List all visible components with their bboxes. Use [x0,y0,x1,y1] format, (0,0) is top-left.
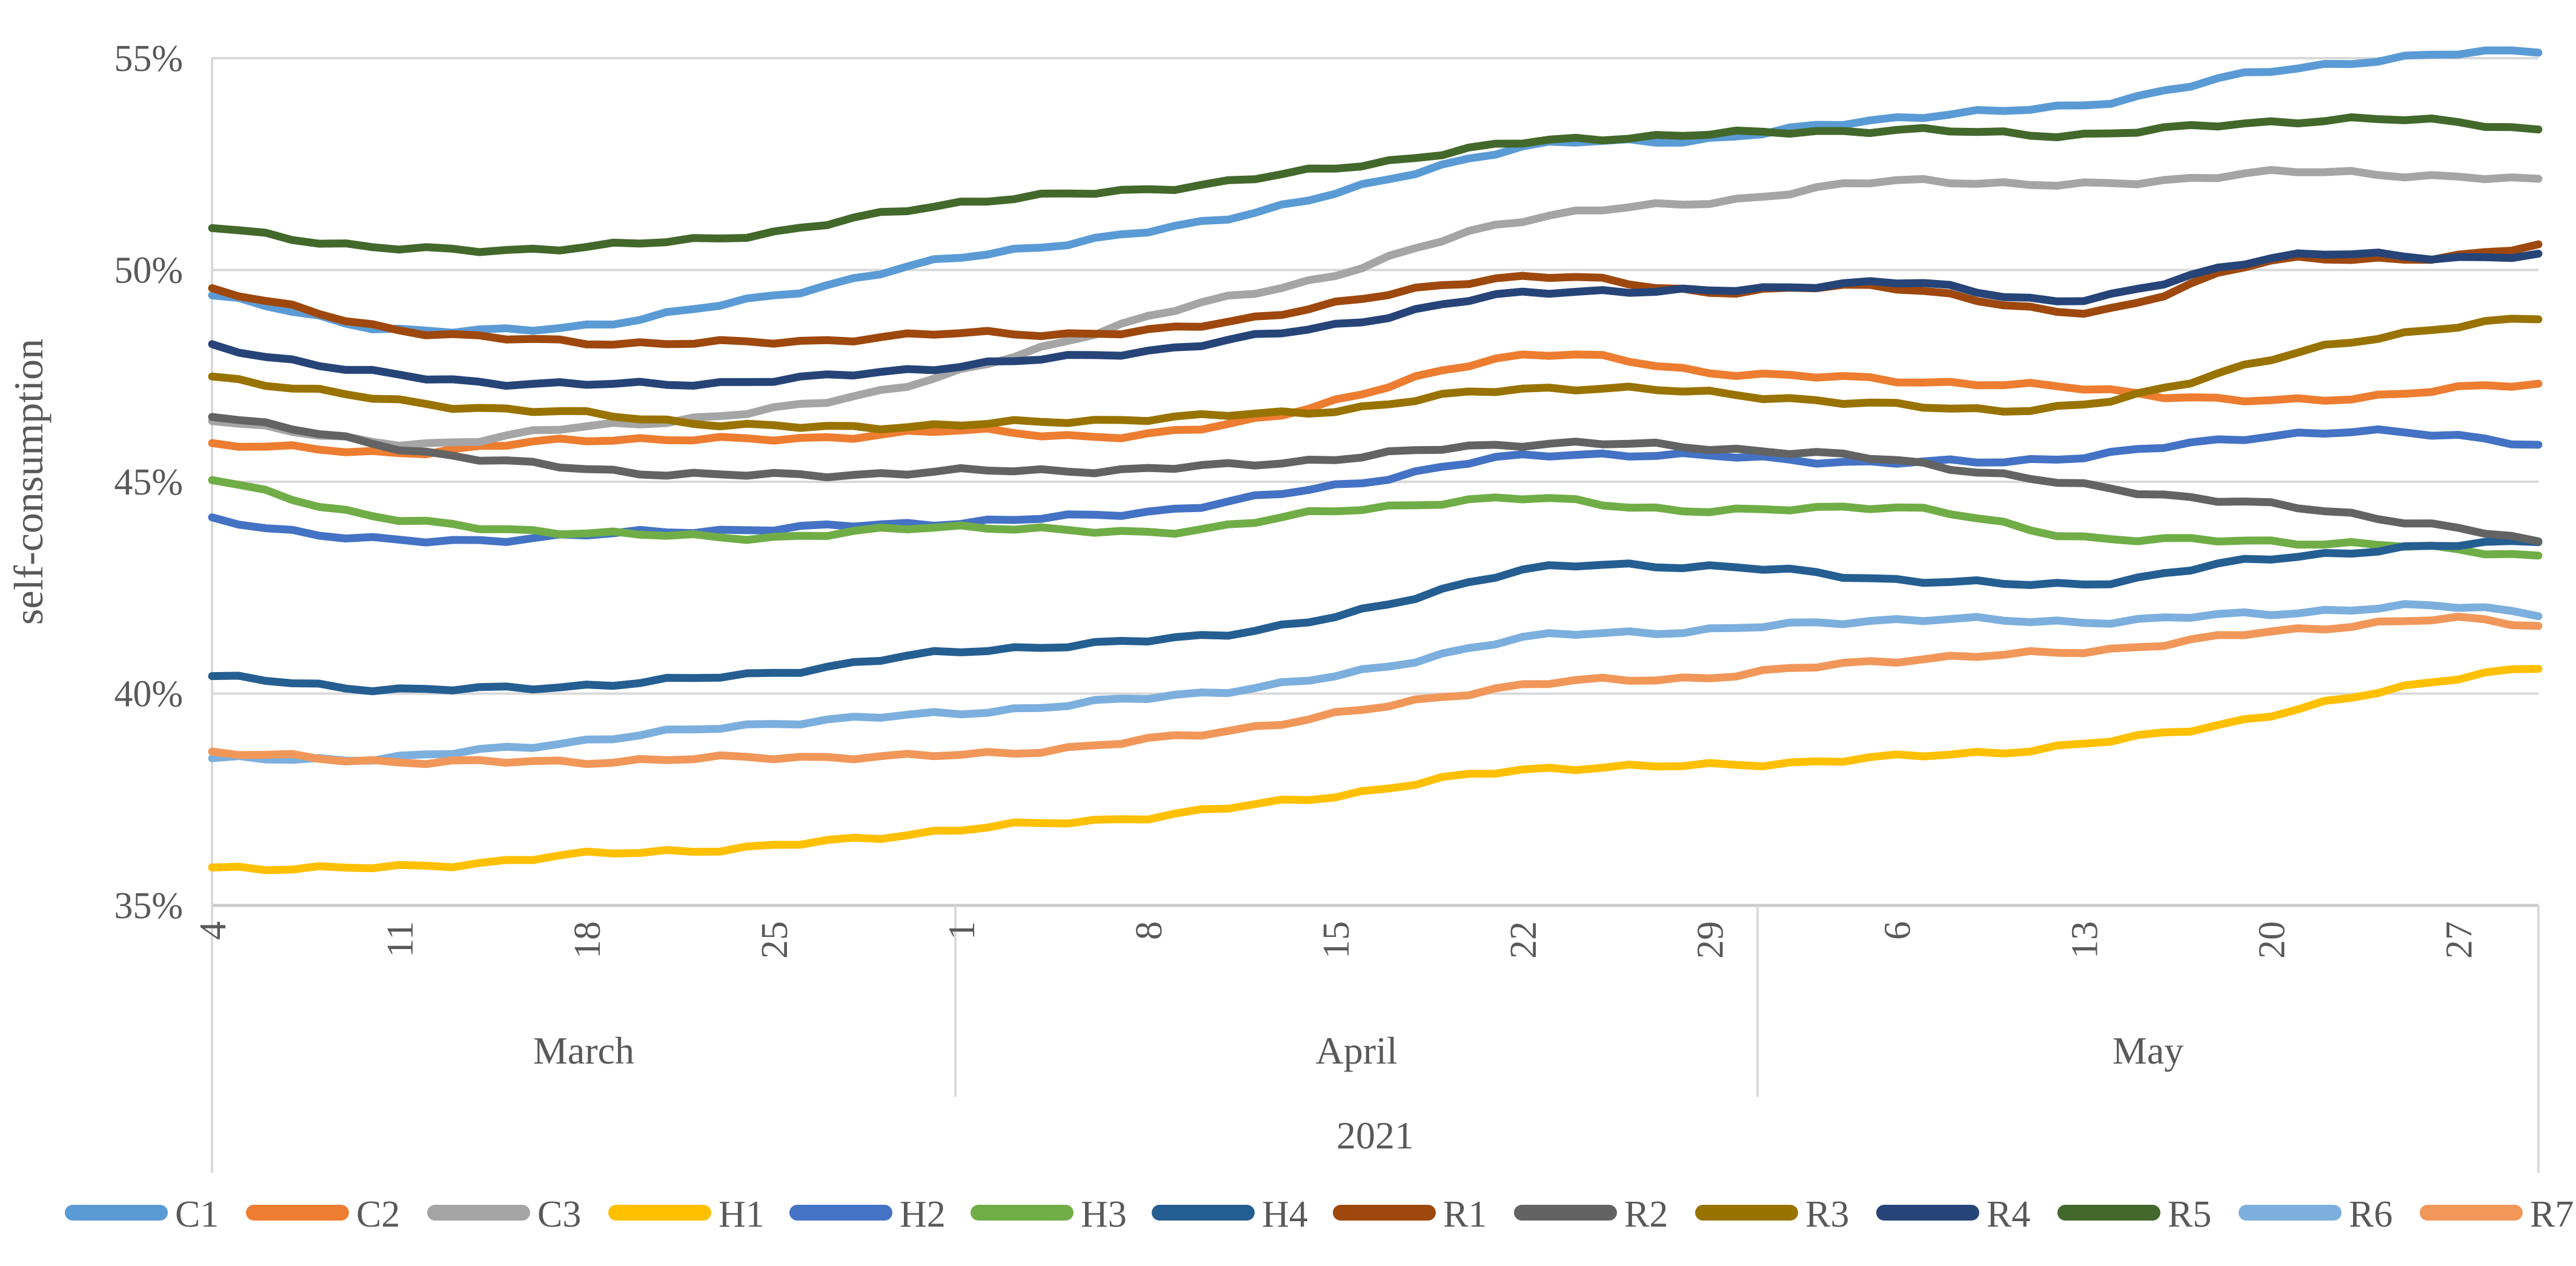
x-tick-label-may-27: 27 [2439,921,2480,959]
series-line-R1[interactable] [208,240,2543,349]
x-tick-label-march-11: 11 [380,921,421,958]
x-tick-label-may-20: 20 [2252,921,2293,959]
x-tick-label-april-22: 22 [1503,921,1544,959]
year-label: 2021 [1336,1114,1414,1157]
legend-swatch-R6[interactable] [2239,1205,2342,1221]
series-line-R6[interactable] [208,600,2543,765]
legend-swatch-R3[interactable] [1695,1205,1798,1221]
legend-swatch-R4[interactable] [1876,1205,1979,1221]
legend-item-R5[interactable]: R5 [2057,1194,2211,1235]
y-tick-label-40: 40% [114,674,183,715]
legend-label-R7[interactable]: R7 [2530,1194,2574,1235]
series-line-C1[interactable] [208,46,2543,337]
legend-label-H1[interactable]: H1 [719,1194,765,1235]
x-tick-label-march-25: 25 [754,921,795,959]
x-tick-label-april-8: 8 [1129,921,1170,940]
legend-label-C3[interactable]: C3 [537,1194,581,1235]
legend-item-H2[interactable]: H2 [789,1194,946,1235]
legend-item-C3[interactable]: C3 [427,1194,581,1235]
legend-item-C2[interactable]: C2 [246,1194,400,1235]
month-label-may: May [2113,1029,2183,1072]
legend-item-R3[interactable]: R3 [1695,1194,1849,1235]
legend-label-R4[interactable]: R4 [1987,1194,2030,1235]
legend-swatch-H4[interactable] [1152,1205,1255,1221]
x-tick-label-april-29: 29 [1690,921,1731,959]
y-tick-label-50: 50% [114,250,183,292]
legend-item-R6[interactable]: R6 [2239,1194,2392,1235]
series-line-C3[interactable] [208,165,2543,450]
series-line-H3[interactable] [208,476,2543,560]
legend-label-R6[interactable]: R6 [2349,1194,2392,1235]
legend-swatch-R5[interactable] [2057,1205,2160,1221]
legend-swatch-H1[interactable] [608,1205,711,1221]
legend-item-R4[interactable]: R4 [1876,1194,2030,1235]
legend-swatch-H2[interactable] [789,1205,892,1221]
month-label-march: March [533,1029,634,1072]
legend-label-R5[interactable]: R5 [2168,1194,2211,1235]
x-tick-label-may-13: 13 [2065,921,2106,959]
y-tick-label-45: 45% [114,462,183,503]
legend-swatch-R2[interactable] [1514,1205,1617,1221]
legend-swatch-C3[interactable] [427,1205,530,1221]
series-line-R3[interactable] [208,315,2543,433]
x-tick-label-march-18: 18 [567,921,608,959]
legend-swatch-R7[interactable] [2420,1205,2523,1221]
legend-label-H3[interactable]: H3 [1081,1194,1127,1235]
legend-label-C2[interactable]: C2 [356,1194,400,1235]
series-line-R7[interactable] [208,613,2543,768]
y-tick-label-35: 35% [114,885,183,927]
series-line-C2[interactable] [208,350,2543,459]
x-tick-label-april-15: 15 [1316,921,1357,959]
legend-item-H1[interactable]: H1 [608,1194,765,1235]
legend-label-R3[interactable]: R3 [1805,1194,1849,1235]
legend-item-R2[interactable]: R2 [1514,1194,1668,1235]
legend-label-R1[interactable]: R1 [1443,1194,1487,1235]
legend-item-R1[interactable]: R1 [1333,1194,1487,1235]
series-line-H4[interactable] [208,537,2543,696]
legend-swatch-C1[interactable] [65,1205,168,1221]
series-line-R2[interactable] [208,413,2543,545]
series-line-R5[interactable] [208,113,2543,256]
y-axis-title: self-consumption [5,339,51,625]
x-tick-label-may-6: 6 [1877,921,1919,940]
legend-item-C1[interactable]: C1 [65,1194,219,1235]
legend-swatch-H3[interactable] [971,1205,1074,1221]
legend-swatch-R1[interactable] [1333,1205,1436,1221]
series-line-H1[interactable] [208,665,2543,875]
legend-label-R2[interactable]: R2 [1624,1194,1668,1235]
series-line-H2[interactable] [208,425,2543,547]
legend-label-H4[interactable]: H4 [1262,1194,1308,1235]
x-tick-label-april-1: 1 [941,921,983,940]
x-tick-label-march-4: 4 [193,921,234,940]
month-label-april: April [1316,1029,1398,1072]
legend-swatch-C2[interactable] [246,1205,349,1221]
legend-item-R7[interactable]: R7 [2420,1194,2574,1235]
series-line-R4[interactable] [208,248,2543,390]
legend-item-H4[interactable]: H4 [1152,1194,1308,1235]
y-tick-label-55: 55% [114,38,183,79]
legend-label-H2[interactable]: H2 [900,1194,946,1235]
legend-item-H3[interactable]: H3 [971,1194,1127,1235]
legend-label-C1[interactable]: C1 [175,1194,219,1235]
